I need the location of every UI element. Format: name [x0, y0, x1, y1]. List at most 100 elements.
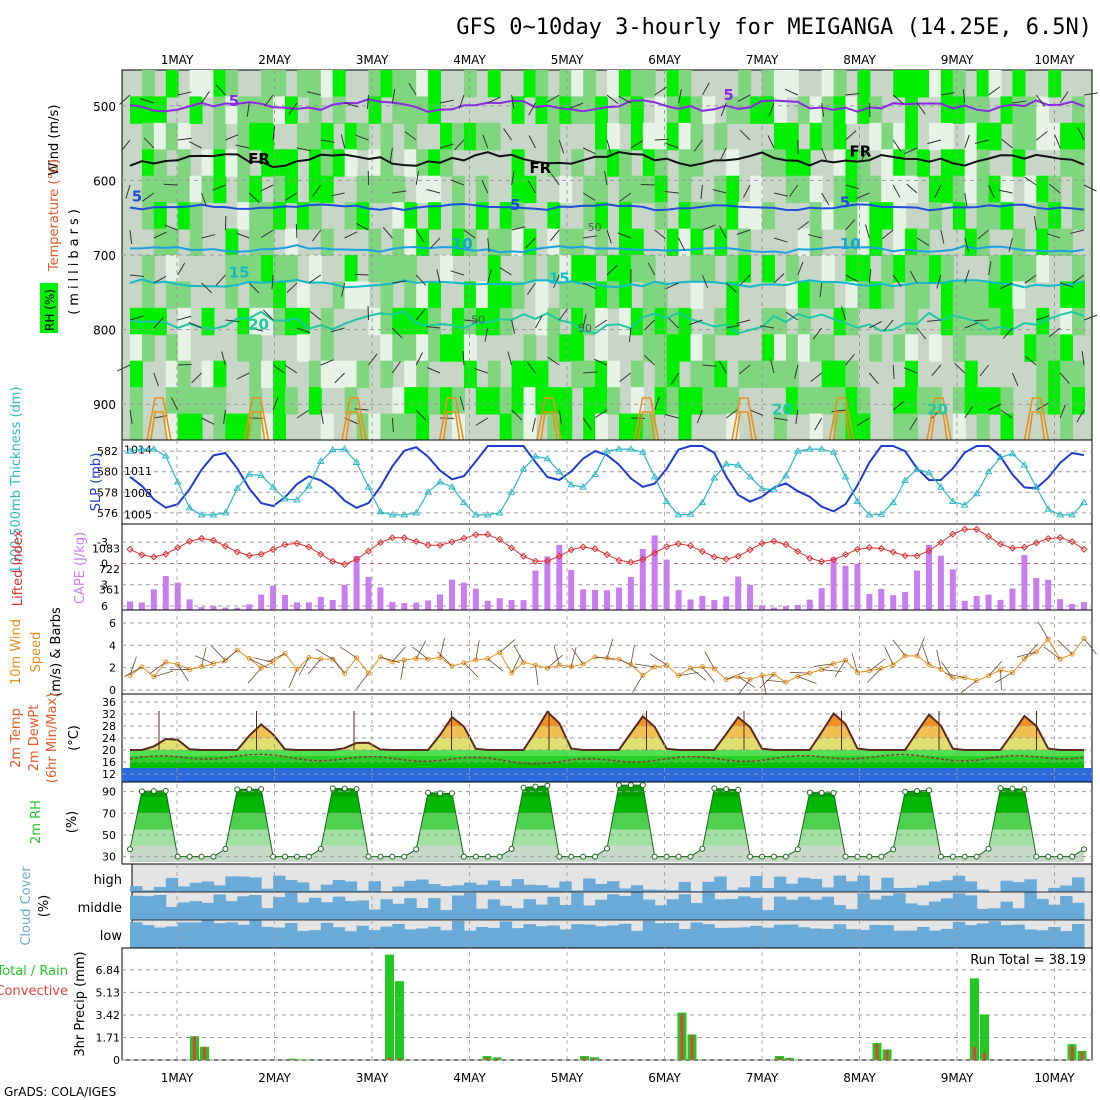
rh-cell: [833, 360, 847, 389]
wind-barb: [558, 308, 568, 321]
rh-cell: [905, 255, 919, 283]
wind-barb: [719, 147, 727, 161]
rh-cell: [785, 149, 799, 177]
wind-barb: [794, 364, 799, 379]
wind-tick: 6: [109, 617, 116, 630]
wind-barb: [582, 417, 592, 430]
cloud-bar: [356, 925, 369, 948]
rh-cell: [1060, 122, 1074, 151]
cloud-bar: [416, 928, 429, 948]
rh2m-point: [282, 853, 289, 860]
rh-cell: [237, 334, 251, 362]
wind-barb: [450, 270, 465, 276]
wind-barb: [389, 147, 393, 162]
cape-bar: [365, 576, 372, 610]
thickness-point: [460, 498, 468, 506]
wind10-barb: [834, 659, 846, 678]
rh-cell: [809, 228, 823, 256]
thickness-point: [293, 496, 301, 503]
precip-convective-bar: [788, 1058, 791, 1060]
cape-bar: [866, 594, 873, 610]
cape-bar: [186, 599, 193, 610]
wind-barb: [320, 359, 334, 366]
cape-bar: [317, 596, 324, 610]
lifted-index-point: [400, 534, 408, 542]
lifted-index-point: [985, 532, 993, 541]
rh-cell: [499, 281, 513, 309]
cloud-bar: [654, 889, 668, 892]
rh-cell: [917, 281, 930, 309]
rh-cell: [642, 334, 656, 362]
lifted-index-point: [341, 560, 349, 568]
rh-cell: [273, 175, 287, 204]
cape-bar: [1033, 578, 1040, 610]
wind10-barb: [415, 640, 427, 659]
cloud-bar: [487, 899, 501, 920]
rh-cell: [797, 387, 811, 415]
cape-bar: [544, 556, 551, 610]
rh-cell: [714, 387, 728, 415]
warm-contour: [146, 397, 172, 441]
rh-cell: [130, 387, 143, 415]
rh-cell: [308, 255, 322, 283]
rh-cell: [690, 281, 704, 309]
wind-barb: [272, 126, 276, 141]
credit-text: GrADS: COLA/IGES: [4, 1085, 116, 1099]
rh-cell: [654, 122, 668, 151]
rh-cell: [690, 228, 704, 256]
rh-cell: [833, 122, 847, 151]
precip-convective-bar: [1070, 1045, 1074, 1060]
wind10-barb: [759, 673, 775, 689]
ylabel-wind: Wind (m/s): [47, 105, 62, 176]
cloud-bar: [356, 900, 369, 920]
lifted-index-point: [841, 551, 850, 559]
rh-cell: [344, 255, 358, 283]
cloud-bar: [928, 881, 942, 892]
rh-cell: [857, 255, 871, 283]
wind10-barb: [392, 646, 406, 663]
rh-cell: [762, 96, 775, 124]
rh-cell: [177, 334, 191, 362]
rh-cell: [976, 387, 990, 415]
rh-cell: [273, 307, 287, 336]
rh-cell: [762, 360, 775, 389]
rh-cell: [380, 360, 394, 389]
rh-cell: [451, 387, 465, 415]
wind-barb: [628, 327, 632, 342]
thickness-point: [591, 470, 599, 477]
wind-barb: [977, 229, 989, 240]
cloud-bar: [595, 899, 608, 920]
ylabel-lifted-index: Lifted Index: [11, 529, 26, 606]
wind-barb: [785, 311, 799, 321]
rh-cell: [726, 96, 740, 124]
rh-cell: [368, 307, 382, 336]
rh-cell: [595, 202, 608, 230]
cloud-bar: [177, 922, 191, 948]
wind-barb: [177, 262, 186, 276]
rh-cell: [1072, 96, 1085, 124]
rh-cell: [964, 175, 978, 204]
rh-cell: [380, 70, 394, 98]
warm-contour: [731, 397, 757, 441]
rh-cell: [165, 387, 179, 415]
thickness-point: [412, 508, 421, 516]
rh-cell: [690, 334, 704, 362]
cloud-bar: [189, 922, 203, 948]
thickness-point: [519, 465, 528, 472]
cloud-bar: [296, 902, 310, 920]
wind10-point: [568, 664, 574, 670]
rh-cell: [666, 70, 680, 98]
cape-bar: [508, 600, 515, 610]
cloud-bar: [952, 893, 966, 920]
wind-tick: 4: [109, 639, 116, 652]
thickness-point: [960, 501, 969, 508]
rh-cell: [416, 387, 430, 415]
cape-bar: [854, 563, 861, 610]
rh2m-point: [460, 853, 467, 860]
wind-barb: [1070, 229, 1085, 234]
wind-barb: [550, 173, 560, 186]
